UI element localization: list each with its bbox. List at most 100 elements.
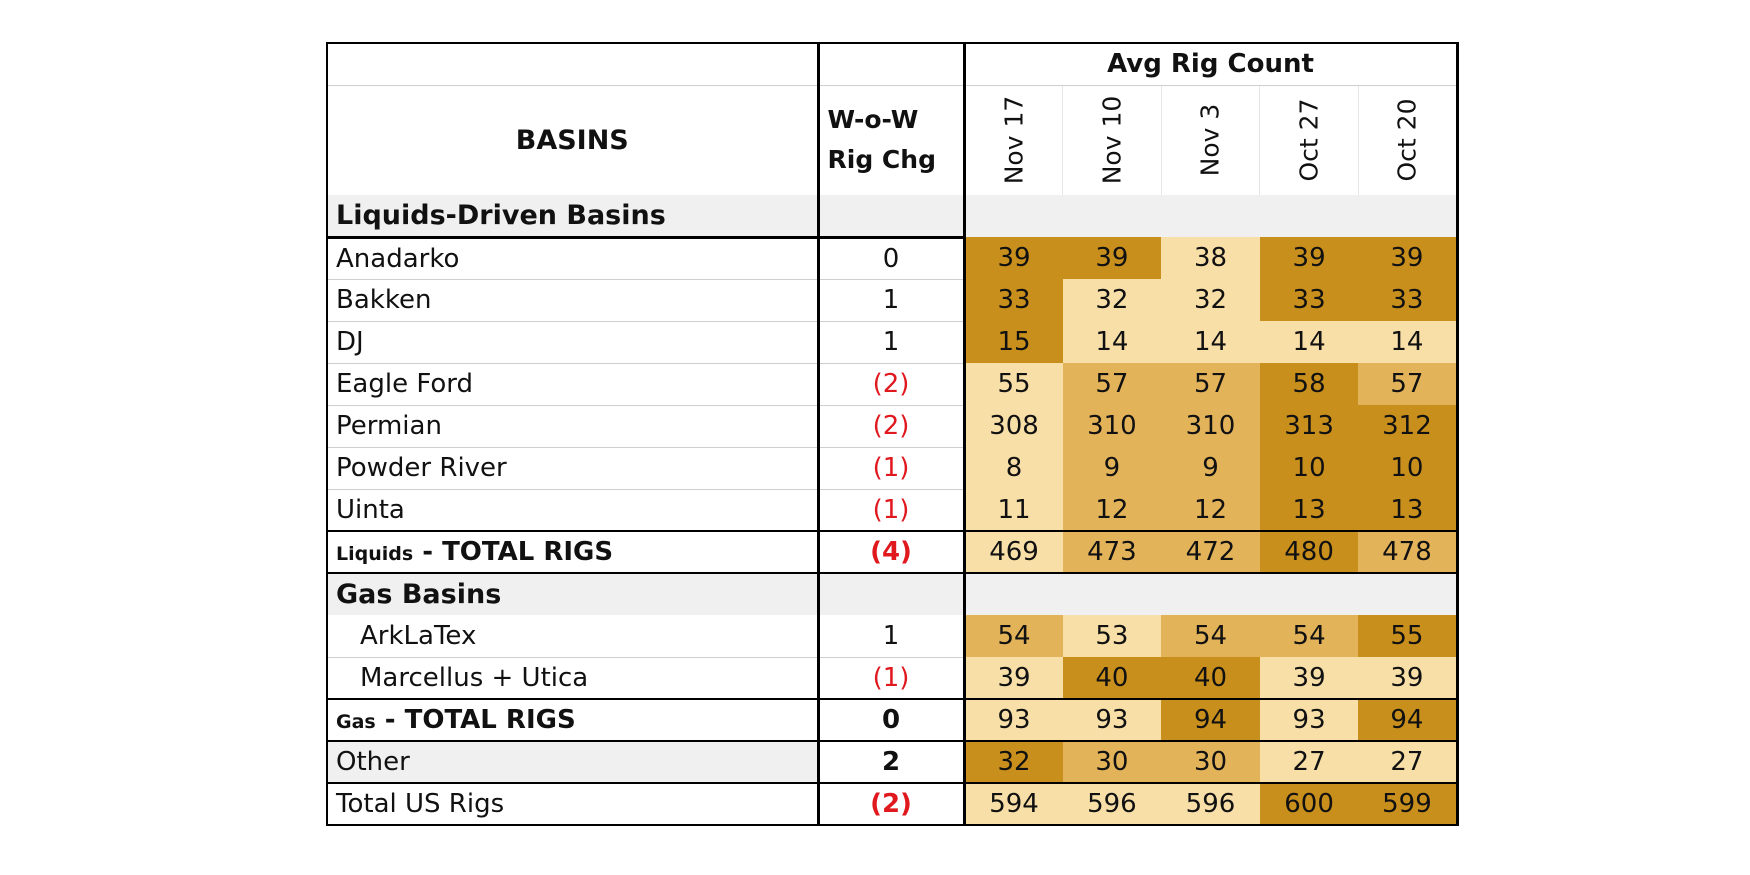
rig-count: 9 [1161,447,1260,489]
rig-count: 27 [1358,741,1459,784]
rig-count: 39 [1259,237,1359,279]
rig-count: 596 [1161,783,1260,826]
rig-count: 33 [1259,279,1359,321]
basin-name: Powder River [326,447,818,490]
rig-count: 14 [1161,321,1260,363]
wow-change: (1) [816,447,964,490]
table-row: Uinta (1) 11 12 12 13 13 [326,489,1459,532]
gas-total-label: Gas - TOTAL RIGS [326,699,818,742]
rig-count: 27 [1259,741,1359,784]
table-row: Liquids - TOTAL RIGS (4) 469 473 472 480… [326,531,1459,574]
rig-count: 94 [1161,699,1260,742]
table-row: Bakken 1 33 32 32 33 33 [326,279,1459,322]
rig-count: 14 [1062,321,1162,363]
total-prefix: Gas [336,711,376,733]
section-blank [816,195,964,239]
wow-change: (1) [816,489,964,532]
rig-count: 93 [962,699,1063,742]
rig-count: 469 [962,531,1063,574]
basins-header: BASINS [326,85,818,195]
rig-count: 310 [1161,405,1260,447]
basin-name: ArkLaTex [326,615,818,658]
wow-change: (1) [816,657,964,700]
rig-count: 93 [1259,699,1359,742]
table-row: Anadarko 0 39 39 38 39 39 [326,237,1459,280]
basin-name: Other [326,741,818,784]
table-row: Eagle Ford (2) 55 57 57 58 57 [326,363,1459,406]
header-blank [816,42,964,86]
rig-count: 480 [1259,531,1359,574]
date-label: Oct 27 [1294,98,1324,182]
rig-count: 313 [1259,405,1359,447]
date-label: Nov 10 [1097,95,1127,185]
section-blank [816,573,964,615]
section-gas: Gas Basins [326,573,818,615]
rig-count: 39 [1259,657,1359,700]
header-blank [326,42,818,86]
rig-count: 54 [1259,615,1359,657]
wow-label-line1: W-o-W [827,105,919,135]
basin-name: Permian [326,405,818,448]
rig-count: 10 [1358,447,1459,489]
rig-count: 13 [1358,489,1459,532]
rig-count: 33 [1358,279,1459,321]
section-liquids: Liquids-Driven Basins [326,195,818,239]
basin-name: DJ [326,321,818,364]
rig-count: 594 [962,783,1063,826]
table-row: DJ 1 15 14 14 14 14 [326,321,1459,364]
date-header: Oct 20 [1358,85,1459,195]
rig-count: 472 [1161,531,1260,574]
rig-count: 596 [1062,783,1162,826]
rig-count: 40 [1161,657,1260,700]
table-row: ArkLaTex 1 54 53 54 54 55 [326,615,1459,658]
table-row: Gas - TOTAL RIGS 0 93 93 94 93 94 [326,699,1459,742]
liquids-total-label: Liquids - TOTAL RIGS [326,531,818,574]
date-label: Nov 17 [999,95,1029,185]
rig-count: 40 [1062,657,1162,700]
rig-count: 39 [1358,237,1459,279]
table-row: Other 2 32 30 30 27 27 [326,741,1459,784]
total-suffix: - TOTAL RIGS [375,705,576,735]
table-row: Marcellus + Utica (1) 39 40 40 39 39 [326,657,1459,700]
basin-name: Marcellus + Utica [326,657,818,700]
wow-change: (4) [816,531,964,574]
basin-name: Total US Rigs [326,783,818,826]
basin-name: Anadarko [326,237,818,280]
basin-name: Bakken [326,279,818,322]
wow-change: (2) [816,363,964,406]
date-label: Oct 20 [1392,98,1422,182]
wow-change: 1 [816,321,964,364]
rig-count: 39 [962,657,1063,700]
rig-count: 57 [1161,363,1260,405]
rig-count: 312 [1358,405,1459,447]
rig-count: 39 [1358,657,1459,700]
rig-count: 473 [1062,531,1162,574]
rig-count: 38 [1161,237,1260,279]
table-row: Permian (2) 308 310 310 313 312 [326,405,1459,448]
rig-count: 32 [1062,279,1162,321]
wow-label-line2: Rig Chg [827,145,936,175]
rig-count: 10 [1259,447,1359,489]
rig-count: 33 [962,279,1063,321]
date-label: Nov 3 [1195,103,1225,177]
wow-change: 0 [816,699,964,742]
rig-count: 93 [1062,699,1162,742]
total-suffix: - TOTAL RIGS [413,537,614,567]
rig-count: 39 [962,237,1063,279]
wow-change: 1 [816,615,964,658]
rig-count: 55 [962,363,1063,405]
rig-count: 8 [962,447,1063,489]
wow-change: 2 [816,741,964,784]
basin-name: Eagle Ford [326,363,818,406]
rig-count: 11 [962,489,1063,532]
basin-name: Uinta [326,489,818,532]
table-row: Total US Rigs (2) 594 596 596 600 599 [326,783,1459,826]
wow-change: (2) [816,405,964,448]
rig-count: 599 [1358,783,1459,826]
rig-count: 30 [1161,741,1260,784]
rig-count: 15 [962,321,1063,363]
rig-count: 94 [1358,699,1459,742]
date-header: Oct 27 [1259,85,1359,195]
table-row: Powder River (1) 8 9 9 10 10 [326,447,1459,490]
date-header: Nov 10 [1062,85,1162,195]
